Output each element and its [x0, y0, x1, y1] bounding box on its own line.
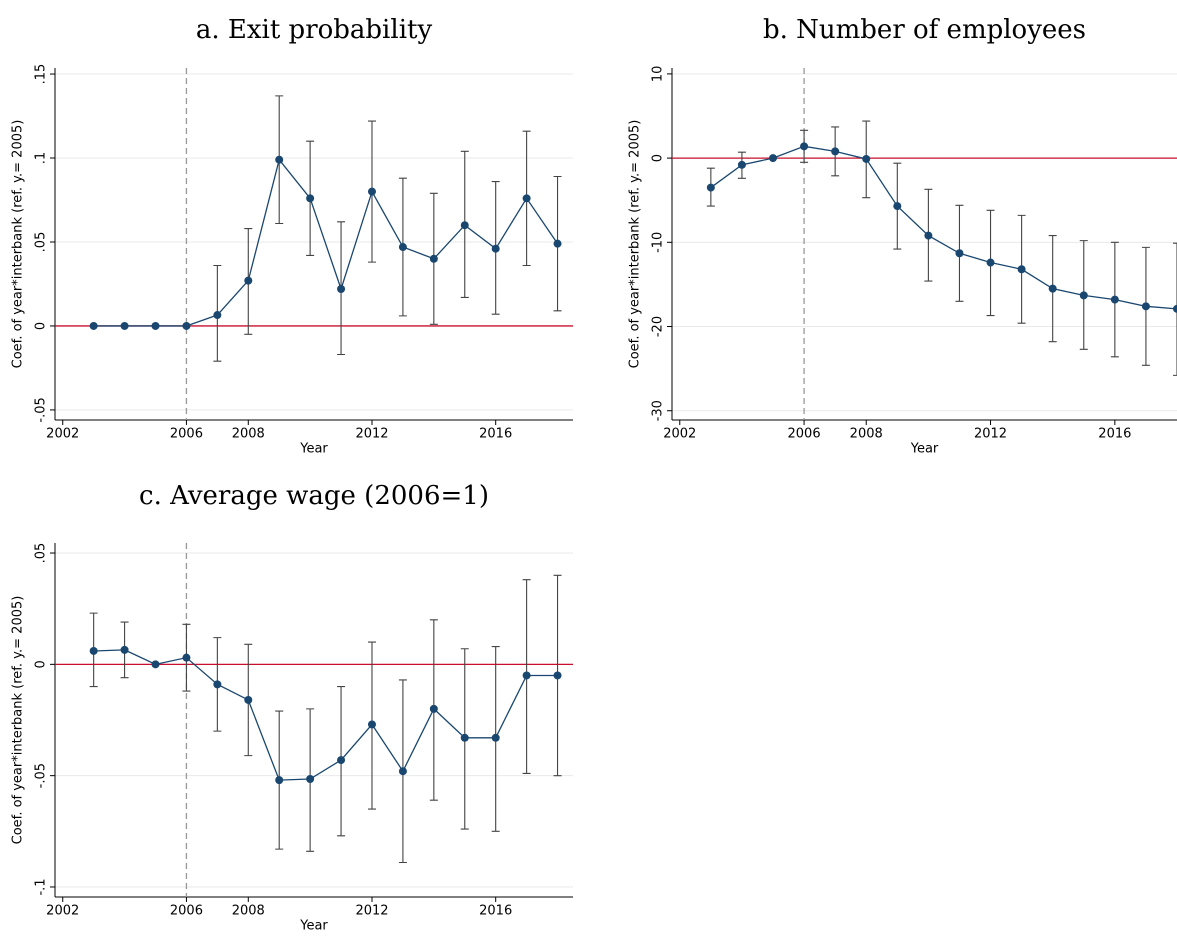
data-point [1017, 265, 1026, 274]
data-point [244, 276, 253, 285]
chart-title: b. Number of employees [763, 15, 1086, 45]
chart-panel: c. Average wage (2006=1) Coef. of year*in… [11, 481, 573, 934]
series-line [93, 649, 558, 781]
data-point [275, 776, 284, 785]
series-line [710, 145, 1177, 310]
data-point [460, 221, 469, 230]
x-tick-label: 2016 [479, 427, 512, 442]
plot-background [672, 68, 1177, 420]
data-point [306, 775, 315, 783]
data-point [213, 311, 222, 320]
data-point [893, 202, 902, 211]
data-point [491, 244, 500, 253]
y-tick-label: -.05 [34, 763, 49, 788]
data-point [89, 321, 98, 330]
data-point [306, 194, 315, 203]
chart-panel: a. Exit probability Coef. of year*interba… [11, 15, 573, 457]
data-point [737, 160, 746, 169]
data-point [706, 183, 715, 192]
y-tick-label: .05 [34, 543, 49, 564]
data-point [1141, 302, 1150, 311]
x-axis-label: Year [910, 442, 939, 457]
chart-title: a. Exit probability [196, 15, 433, 45]
plot-background [55, 68, 573, 420]
x-tick-label: 2002 [46, 904, 79, 919]
data-point [924, 231, 933, 240]
y-tick-label: 10 [651, 66, 666, 83]
data-point [213, 680, 222, 689]
data-point [1110, 295, 1119, 304]
y-tick-label: 0 [34, 322, 49, 330]
y-tick-label: .05 [34, 232, 49, 253]
plot-background [55, 543, 573, 897]
x-tick-label: 2006 [170, 904, 203, 919]
x-tick-label: 2012 [355, 904, 388, 919]
x-tick-label: 2012 [355, 427, 388, 442]
x-tick-label: 2002 [46, 427, 79, 442]
y-axis-label: Coef. of year*interbank (ref. y.= 2005) [628, 120, 643, 369]
x-tick-label: 2012 [974, 427, 1007, 442]
y-tick-label: .1 [34, 152, 49, 164]
error-bar [1173, 242, 1177, 376]
y-tick-label: .15 [34, 64, 49, 85]
x-tick-label: 2016 [479, 904, 512, 919]
x-tick-label: 2008 [232, 427, 265, 442]
x-tick-label: 2006 [788, 427, 821, 442]
data-point [244, 695, 253, 704]
y-tick-label: 0 [651, 154, 666, 162]
data-point [275, 155, 284, 164]
y-axis-label: Coef. of year*interbank (ref. y.= 2005) [11, 596, 26, 845]
y-tick-label: -.05 [34, 397, 49, 422]
data-point [337, 285, 346, 294]
x-tick-label: 2006 [170, 427, 203, 442]
chart-panel: b. Number of employees Coef. of year*inte… [628, 15, 1177, 457]
data-point [367, 720, 376, 729]
series-line [93, 158, 559, 327]
data-point [1173, 304, 1177, 313]
y-tick-label: -30 [651, 400, 666, 421]
data-point [429, 704, 438, 713]
data-point [955, 249, 964, 258]
data-point [398, 767, 407, 776]
data-point [367, 187, 376, 196]
data-point [800, 142, 809, 151]
x-tick-label: 2008 [850, 427, 883, 442]
data-point [120, 321, 129, 330]
data-point [337, 756, 346, 765]
data-point [398, 243, 407, 252]
data-point [182, 321, 191, 330]
data-point [522, 194, 531, 203]
data-point [89, 646, 98, 655]
data-point [553, 671, 562, 680]
x-axis-label: Year [299, 919, 328, 934]
data-point [1079, 291, 1088, 300]
x-tick-label: 2008 [232, 904, 265, 919]
x-tick-label: 2002 [663, 427, 696, 442]
data-point [831, 147, 840, 156]
y-tick-label: -.1 [34, 878, 49, 895]
data-point [120, 645, 129, 654]
chart-title: c. Average wage (2006=1) [139, 481, 489, 511]
data-point [429, 254, 438, 263]
data-point [1048, 284, 1057, 293]
data-point [460, 733, 469, 742]
data-point [769, 154, 777, 163]
data-point [522, 671, 531, 680]
data-point [986, 258, 995, 267]
x-axis-label: Year [299, 442, 328, 457]
y-tick-label: -10 [651, 232, 666, 253]
data-point [182, 653, 191, 662]
x-tick-label: 2016 [1098, 427, 1131, 442]
y-tick-label: 0 [34, 660, 49, 668]
data-point [553, 239, 562, 248]
y-tick-label: -20 [651, 316, 666, 337]
data-point [151, 321, 160, 330]
data-point [151, 660, 160, 669]
data-point [491, 733, 500, 742]
y-axis-label: Coef. of year*interbank (ref. y.= 2005) [11, 120, 26, 369]
data-point [862, 154, 871, 163]
